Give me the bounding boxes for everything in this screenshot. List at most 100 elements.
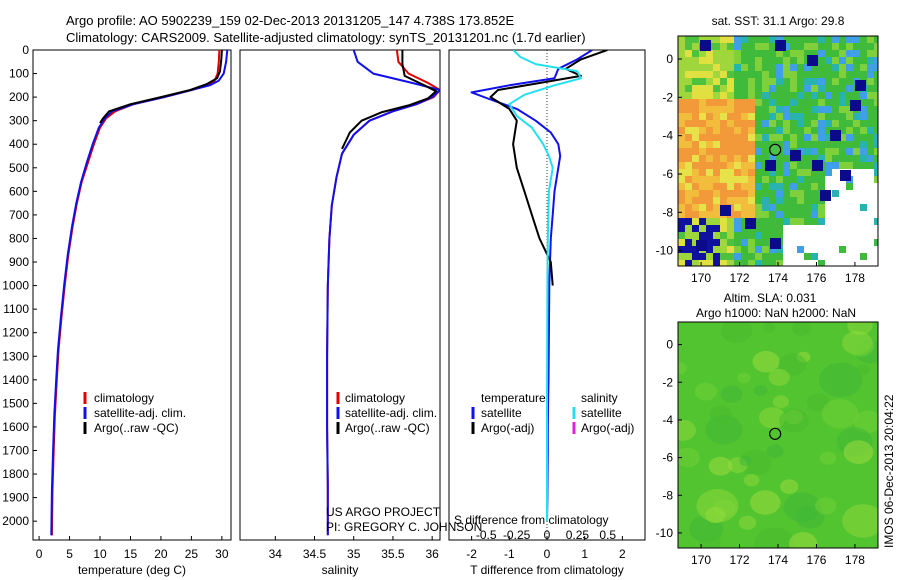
sst-cell [769, 260, 776, 266]
sst-cell [692, 155, 699, 162]
sst-cell [678, 78, 685, 85]
sst-cell [797, 127, 804, 134]
sst-cell [706, 99, 713, 106]
sst-cell [762, 253, 769, 260]
sst-cell [706, 162, 713, 169]
sst-cell [825, 232, 832, 239]
sst-cell [720, 127, 727, 134]
temperature-tick-label: 20 [154, 547, 168, 561]
series-line-satellite-adj-clim- [50, 50, 229, 536]
depth-tick-label: 700 [9, 208, 29, 222]
float-position-marker[interactable] [769, 143, 782, 156]
sst-cell [797, 106, 804, 113]
sst-cell [727, 232, 734, 239]
sst-cell [741, 239, 748, 246]
sst-cell [706, 148, 713, 155]
sst-cell [734, 85, 741, 92]
depth-tick-label: 1200 [2, 326, 29, 340]
float-position-marker[interactable] [769, 427, 782, 440]
sst-cell [678, 43, 685, 50]
sst-cell [713, 71, 720, 78]
sla-patch [846, 333, 875, 357]
sst-cell [685, 148, 692, 155]
sst-missing-block [696, 240, 707, 251]
sst-cell [811, 239, 818, 246]
temperature-xlabel: temperature (deg C) [78, 563, 186, 577]
temperature-x-axis: 0 5 10 15 20 25 30 [36, 536, 229, 561]
sst-cell [811, 113, 818, 120]
sst-cell [776, 106, 783, 113]
sst-cell [804, 239, 811, 246]
sst-cell [720, 190, 727, 197]
sst-cell [741, 162, 748, 169]
sst-cell [678, 246, 685, 253]
sst-cell [811, 169, 818, 176]
sst-cell [755, 232, 762, 239]
sst-cell [783, 57, 790, 64]
sst-cell [825, 162, 832, 169]
sst-cell [720, 239, 727, 246]
sst-cell [685, 71, 692, 78]
sst-cell [860, 211, 867, 218]
lon-tick-label: 172 [730, 271, 750, 285]
sst-cell [804, 92, 811, 99]
salinity-xlabel: salinity [322, 563, 359, 577]
sst-cell [720, 232, 727, 239]
sst-cell [874, 85, 878, 92]
sst-cell [832, 92, 839, 99]
sst-cell [755, 197, 762, 204]
sst-missing-block [840, 170, 851, 181]
sst-cell [741, 148, 748, 155]
lat-tick-label: -8 [662, 205, 673, 219]
sst-cell [713, 85, 720, 92]
sst-cell [776, 246, 783, 253]
sst-cell [832, 155, 839, 162]
sst-cell [776, 225, 783, 232]
legend-s-argo: Argo(-adj) [581, 421, 634, 435]
sst-cell [797, 50, 804, 57]
sst-cell [727, 253, 734, 260]
sst-cell [874, 92, 878, 99]
sst-cell [804, 134, 811, 141]
sst-cell [755, 106, 762, 113]
sst-cell [804, 155, 811, 162]
sst-cell [713, 57, 720, 64]
sst-cell [825, 106, 832, 113]
timestamp: IMOS 06-Dec-2013 20:04:22 [882, 394, 896, 548]
sst-cell [734, 64, 741, 71]
sst-cell [685, 43, 692, 50]
sst-cell [874, 78, 878, 85]
sst-cell [818, 85, 825, 92]
sst-cell [867, 78, 874, 85]
sst-cell [853, 197, 860, 204]
sst-cell [713, 127, 720, 134]
sst-cell [867, 85, 874, 92]
sst-cell [699, 127, 706, 134]
sst-cell [720, 225, 727, 232]
sst-cell [734, 106, 741, 113]
sst-cell [860, 64, 867, 71]
sst-cell [748, 232, 755, 239]
sst-cell [685, 127, 692, 134]
sst-cell [727, 183, 734, 190]
sst-cell [811, 183, 818, 190]
sst-cell [748, 113, 755, 120]
sst-cell [755, 225, 762, 232]
sst-cell [860, 57, 867, 64]
sst-cell [727, 190, 734, 197]
sst-cell [853, 176, 860, 183]
sst-cell [811, 148, 818, 155]
sst-cell [783, 36, 790, 43]
sst-cell [811, 253, 818, 260]
s-difference-tick-label: 0.25 [566, 528, 590, 542]
sst-cell [811, 64, 818, 71]
sst-cell [874, 43, 878, 50]
sst-cell [776, 127, 783, 134]
sst-cell [713, 148, 720, 155]
sst-cell [818, 176, 825, 183]
sst-cell [685, 162, 692, 169]
sst-cell [755, 162, 762, 169]
sst-cell [776, 36, 783, 43]
sst-cell [783, 148, 790, 155]
sst-cell [727, 71, 734, 78]
